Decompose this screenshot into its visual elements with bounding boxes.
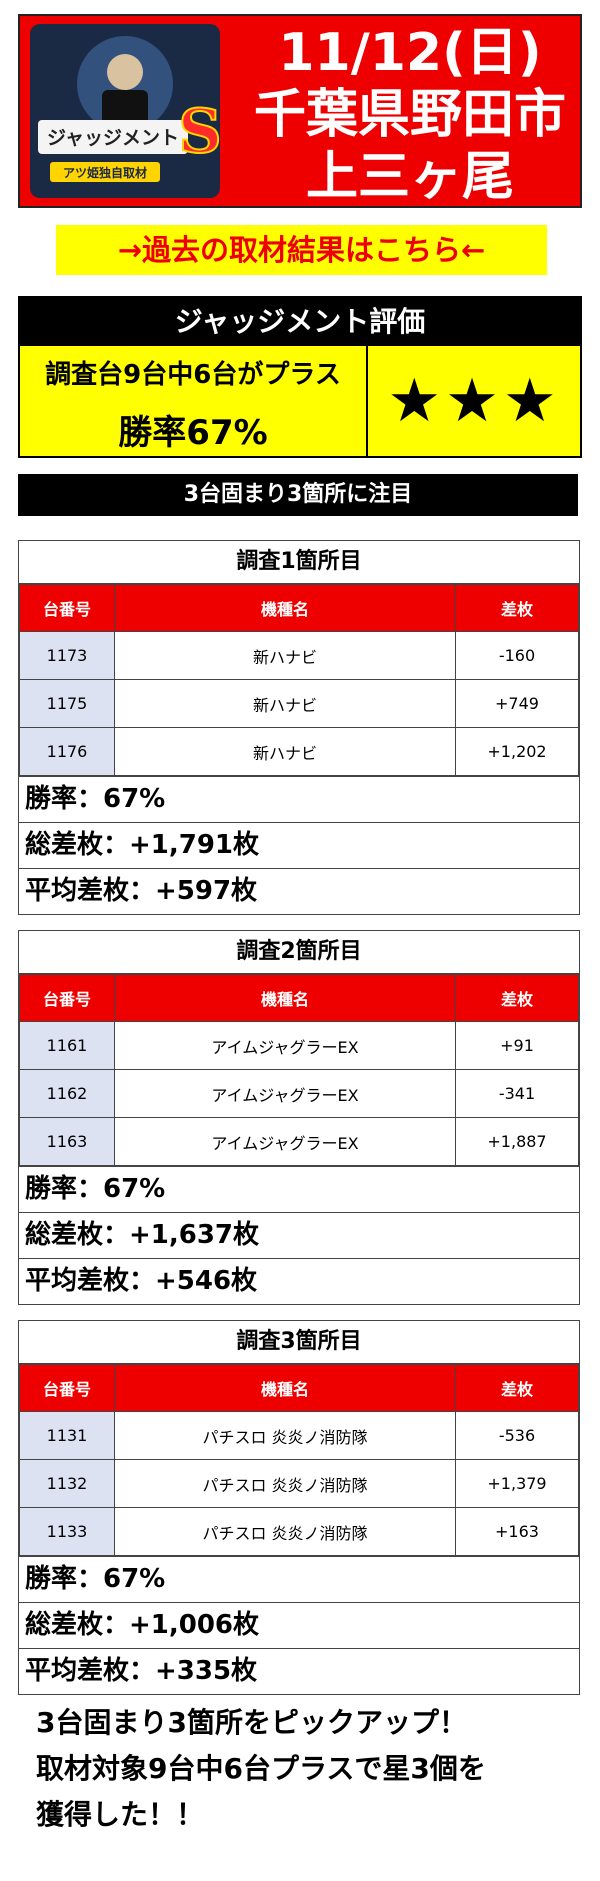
header-diff: 差枚 — [455, 584, 579, 632]
table-header-row: 台番号 機種名 差枚 — [19, 1364, 579, 1412]
survey-title: 調査3箇所目 — [19, 1321, 579, 1364]
evaluation-heading: ジャッジメント評価 — [20, 298, 580, 346]
evaluation-box: ジャッジメント評価 調査台9台中6台がプラス 勝率67% ★★★ — [18, 296, 582, 458]
machine-name: アイムジャグラーEX — [114, 1117, 456, 1166]
evaluation-summary: 調査台9台中6台がプラス — [45, 360, 341, 390]
machine-number: 1162 — [19, 1069, 115, 1118]
header-diff: 差枚 — [455, 974, 579, 1022]
header-text: 11/12(日) 千葉県野田市 上三ヶ尾 — [240, 22, 580, 208]
logo-title: ジャッジメント — [47, 127, 179, 149]
coin-diff: +749 — [455, 679, 579, 728]
coin-diff: +1,379 — [455, 1459, 579, 1508]
machine-number: 1133 — [19, 1507, 115, 1556]
machine-name: アイムジャグラーEX — [114, 1069, 456, 1118]
header-number: 台番号 — [19, 974, 115, 1022]
summary-line: 3台固まり3箇所をピックアップ！ — [36, 1706, 467, 1739]
survey-title: 調査1箇所目 — [19, 541, 579, 584]
table-row: 1176 新ハナビ +1,202 — [19, 727, 579, 776]
machine-name: 新ハナビ — [114, 679, 456, 728]
header-machine: 機種名 — [114, 584, 456, 632]
table-header-row: 台番号 機種名 差枚 — [19, 974, 579, 1022]
survey-section: 調査3箇所目 台番号 機種名 差枚 1131 パチスロ 炎炎ノ消防隊 -536 … — [18, 1320, 580, 1695]
coin-diff: -341 — [455, 1069, 579, 1118]
machine-name: パチスロ 炎炎ノ消防隊 — [114, 1507, 456, 1556]
table-header-row: 台番号 機種名 差枚 — [19, 584, 579, 632]
stat-average: 平均差枚：+335枚 — [19, 1648, 579, 1694]
header-number: 台番号 — [19, 584, 115, 632]
stat-total: 総差枚：+1,006枚 — [19, 1602, 579, 1648]
machine-number: 1173 — [19, 631, 115, 680]
machine-name: 新ハナビ — [114, 727, 456, 776]
header-diff: 差枚 — [455, 1364, 579, 1412]
machine-number: 1131 — [19, 1411, 115, 1460]
survey-section: 調査1箇所目 台番号 機種名 差枚 1173 新ハナビ -160 1175 新ハ… — [18, 540, 580, 915]
machine-number: 1175 — [19, 679, 115, 728]
stat-total: 総差枚：+1,791枚 — [19, 822, 579, 868]
survey-table: 台番号 機種名 差枚 1161 アイムジャグラーEX +91 1162 アイムジ… — [19, 974, 579, 1166]
machine-name: 新ハナビ — [114, 631, 456, 680]
store-label: 上三ヶ尾 — [305, 147, 514, 207]
past-results-link[interactable]: →過去の取材結果はこちら← — [56, 225, 547, 275]
survey-table: 台番号 機種名 差枚 1131 パチスロ 炎炎ノ消防隊 -536 1132 パチ… — [19, 1364, 579, 1556]
table-row: 1163 アイムジャグラーEX +1,887 — [19, 1117, 579, 1166]
notice-banner: 3台固まり3箇所に注目 — [18, 474, 578, 516]
svg-text:S: S — [178, 97, 220, 167]
city-label: 千葉県野田市 — [253, 85, 566, 145]
coin-diff: +91 — [455, 1021, 579, 1070]
logo-subtitle: アツ姫独自取材 — [63, 165, 147, 180]
coin-diff: -160 — [455, 631, 579, 680]
coin-diff: +163 — [455, 1507, 579, 1556]
machine-number: 1176 — [19, 727, 115, 776]
header-number: 台番号 — [19, 1364, 115, 1412]
stat-win-rate: 勝率：67% — [19, 1556, 579, 1602]
summary-line: 獲得した！！ — [36, 1798, 205, 1831]
machine-number: 1163 — [19, 1117, 115, 1166]
table-row: 1133 パチスロ 炎炎ノ消防隊 +163 — [19, 1507, 579, 1556]
machine-number: 1132 — [19, 1459, 115, 1508]
table-row: 1173 新ハナビ -160 — [19, 631, 579, 680]
summary-line: 取材対象9台中6台プラスで星3個を — [36, 1752, 486, 1785]
stat-total: 総差枚：+1,637枚 — [19, 1212, 579, 1258]
table-row: 1175 新ハナビ +749 — [19, 679, 579, 728]
machine-name: パチスロ 炎炎ノ消防隊 — [114, 1459, 456, 1508]
evaluation-win-rate: 勝率67% — [118, 413, 268, 453]
header-machine: 機種名 — [114, 974, 456, 1022]
header-banner: ジャッジメント S アツ姫独自取材 11/12(日) 千葉県野田市 上三ヶ尾 — [18, 14, 582, 208]
header-machine: 機種名 — [114, 1364, 456, 1412]
machine-name: パチスロ 炎炎ノ消防隊 — [114, 1411, 456, 1460]
stat-win-rate: 勝率：67% — [19, 1166, 579, 1212]
table-row: 1132 パチスロ 炎炎ノ消防隊 +1,379 — [19, 1459, 579, 1508]
machine-name: アイムジャグラーEX — [114, 1021, 456, 1070]
machine-number: 1161 — [19, 1021, 115, 1070]
table-row: 1162 アイムジャグラーEX -341 — [19, 1069, 579, 1118]
stat-average: 平均差枚：+546枚 — [19, 1258, 579, 1304]
survey-section: 調査2箇所目 台番号 機種名 差枚 1161 アイムジャグラーEX +91 11… — [18, 930, 580, 1305]
date-label: 11/12(日) — [278, 23, 542, 83]
stat-win-rate: 勝率：67% — [19, 776, 579, 822]
summary-text: 3台固まり3箇所をピックアップ！ 取材対象9台中6台プラスで星3個を 獲得した！… — [36, 1700, 576, 1838]
judgment-logo: ジャッジメント S アツ姫独自取材 — [30, 24, 220, 198]
survey-title: 調査2箇所目 — [19, 931, 579, 974]
coin-diff: +1,887 — [455, 1117, 579, 1166]
coin-diff: -536 — [455, 1411, 579, 1460]
star-rating: ★★★ — [368, 346, 580, 456]
coin-diff: +1,202 — [455, 727, 579, 776]
stat-average: 平均差枚：+597枚 — [19, 868, 579, 914]
evaluation-result: 調査台9台中6台がプラス 勝率67% — [20, 346, 368, 456]
table-row: 1131 パチスロ 炎炎ノ消防隊 -536 — [19, 1411, 579, 1460]
survey-table: 台番号 機種名 差枚 1173 新ハナビ -160 1175 新ハナビ +749… — [19, 584, 579, 776]
table-row: 1161 アイムジャグラーEX +91 — [19, 1021, 579, 1070]
